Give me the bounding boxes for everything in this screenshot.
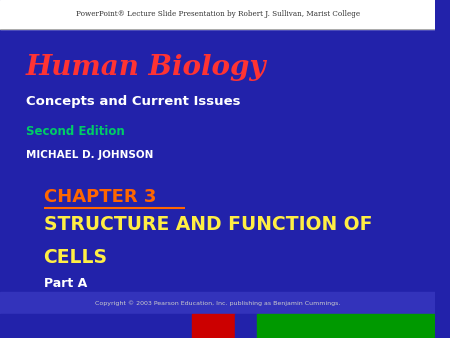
Text: Concepts and Current Issues: Concepts and Current Issues [26,95,241,107]
Bar [257,314,436,338]
Bar [192,314,235,338]
Bar [235,314,257,338]
Text: CELLS: CELLS [44,248,108,267]
Bar [0,292,436,314]
Text: Human Biology: Human Biology [26,54,266,81]
Text: Copyright © 2003 Pearson Education, Inc. publishing as Benjamin Cummings.: Copyright © 2003 Pearson Education, Inc.… [95,300,340,306]
Text: STRUCTURE AND FUNCTION OF: STRUCTURE AND FUNCTION OF [44,215,372,234]
Bar [0,314,192,338]
Bar [0,0,436,29]
Text: Part A: Part A [44,277,87,290]
Text: CHAPTER 3: CHAPTER 3 [44,188,156,206]
Text: PowerPoint® Lecture Slide Presentation by Robert J. Sullivan, Marist College: PowerPoint® Lecture Slide Presentation b… [76,10,360,18]
Text: Second Edition: Second Edition [26,125,125,138]
Text: MICHAEL D. JOHNSON: MICHAEL D. JOHNSON [26,150,153,161]
